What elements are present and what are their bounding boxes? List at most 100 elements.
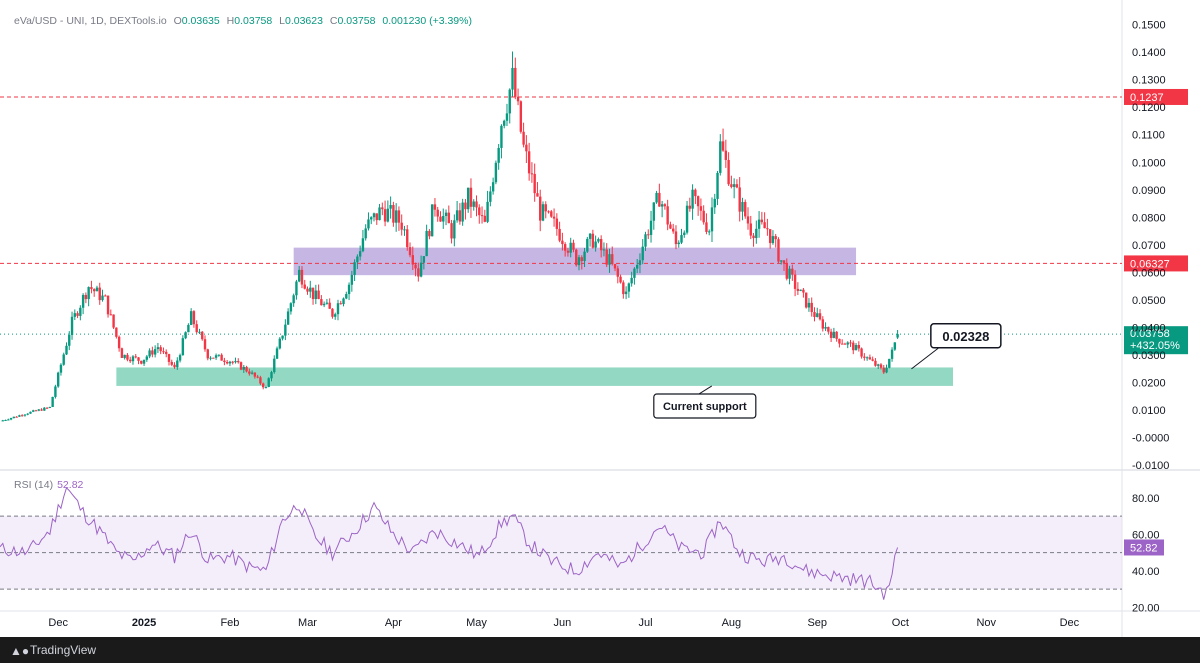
candle-body <box>45 407 49 409</box>
candle-body <box>475 201 478 208</box>
open-label: O <box>173 15 182 27</box>
price-tick-label: 0.1200 <box>1132 102 1166 114</box>
candle-body <box>810 302 813 313</box>
candle-body <box>480 215 484 217</box>
candle-body <box>381 207 384 210</box>
candle-body <box>189 311 193 325</box>
candle-body <box>594 241 597 248</box>
candle-body <box>270 372 273 379</box>
candle-body <box>508 89 511 114</box>
candle-body <box>120 348 124 358</box>
candle-body <box>214 355 218 358</box>
candle-body <box>561 240 564 245</box>
price-tick-label: 0.1100 <box>1132 130 1165 142</box>
candle-body <box>347 284 351 295</box>
candle-body <box>367 219 370 229</box>
candle-body <box>824 327 827 329</box>
candle-body <box>264 386 268 388</box>
candle-body <box>140 360 143 364</box>
candle-body <box>92 289 96 292</box>
candle-body <box>705 222 708 232</box>
candle-body <box>854 345 858 351</box>
close-label: C <box>329 15 338 27</box>
candle-body <box>768 229 772 244</box>
time-tick-label: Dec <box>48 617 68 629</box>
candle-body <box>444 212 448 216</box>
candle-body <box>644 234 647 247</box>
resistance-price-tag <box>1124 88 1188 105</box>
candle-body <box>250 372 254 374</box>
candle-body <box>630 277 633 284</box>
candle-body <box>29 411 32 414</box>
time-tick-label: Jun <box>554 617 572 629</box>
candle-body <box>167 354 171 362</box>
candle-body <box>9 418 13 420</box>
candle-body <box>461 202 464 222</box>
candle-body <box>417 268 420 277</box>
candle-body <box>450 223 453 239</box>
candle-body <box>453 220 456 239</box>
candle-body <box>802 289 805 293</box>
candle-body <box>857 345 861 349</box>
candle-body <box>605 249 608 265</box>
candle-body <box>563 244 567 251</box>
price-tick-label: 0.0500 <box>1132 295 1166 307</box>
candle-body <box>541 204 545 221</box>
candle-body <box>106 295 110 315</box>
candle-body <box>752 235 755 239</box>
candle-body <box>209 357 212 359</box>
candle-body <box>65 345 68 355</box>
candle-body <box>469 187 473 207</box>
candle-body <box>433 204 437 210</box>
candle-body <box>234 360 237 363</box>
candle-body <box>84 294 88 300</box>
candle-body <box>32 410 35 412</box>
candle-body <box>649 220 653 235</box>
candle-body <box>56 372 60 387</box>
candle-body <box>217 354 221 356</box>
candle-body <box>719 141 722 173</box>
candle-body <box>320 299 323 306</box>
price-tick-label: 0.1300 <box>1132 75 1166 87</box>
candle-body <box>37 409 40 411</box>
candle-body <box>780 260 783 262</box>
candle-body <box>591 233 595 248</box>
candle-body <box>306 288 309 292</box>
callout-box-support <box>653 393 757 419</box>
resistance-price-tag <box>1124 255 1188 272</box>
candle-body <box>62 354 65 365</box>
candle-body <box>70 316 74 336</box>
candle-body <box>694 189 697 197</box>
support-zone <box>116 367 954 386</box>
candle-body <box>755 228 758 239</box>
candle-body <box>314 290 318 300</box>
candle-body <box>721 141 725 151</box>
candle-body <box>101 295 104 301</box>
candle-body <box>4 419 7 421</box>
candle-body <box>112 314 115 328</box>
time-tick-label: 2025 <box>132 617 156 629</box>
price-tick-label: 0.0200 <box>1132 378 1166 390</box>
candle-body <box>777 239 780 262</box>
candle-body <box>228 361 232 364</box>
candle-body <box>835 331 838 339</box>
candle-body <box>455 210 459 221</box>
candle-body <box>727 159 730 185</box>
candle-body <box>275 348 279 359</box>
high-label: H <box>226 15 235 27</box>
candle-body <box>181 338 185 356</box>
candle-body <box>245 366 248 372</box>
candle-body <box>325 302 329 304</box>
candle-body <box>627 283 631 292</box>
candle-body <box>868 357 872 360</box>
candle-body <box>483 215 487 222</box>
candle-body <box>708 231 711 233</box>
rsi-pane: 52.82 <box>0 486 1164 600</box>
tradingview-logo-icon: ▲● <box>10 644 30 658</box>
candle-body <box>771 236 775 244</box>
candle-body <box>242 366 245 370</box>
candle-body <box>505 113 509 121</box>
candle-body <box>624 291 628 295</box>
candle-body <box>51 396 54 407</box>
